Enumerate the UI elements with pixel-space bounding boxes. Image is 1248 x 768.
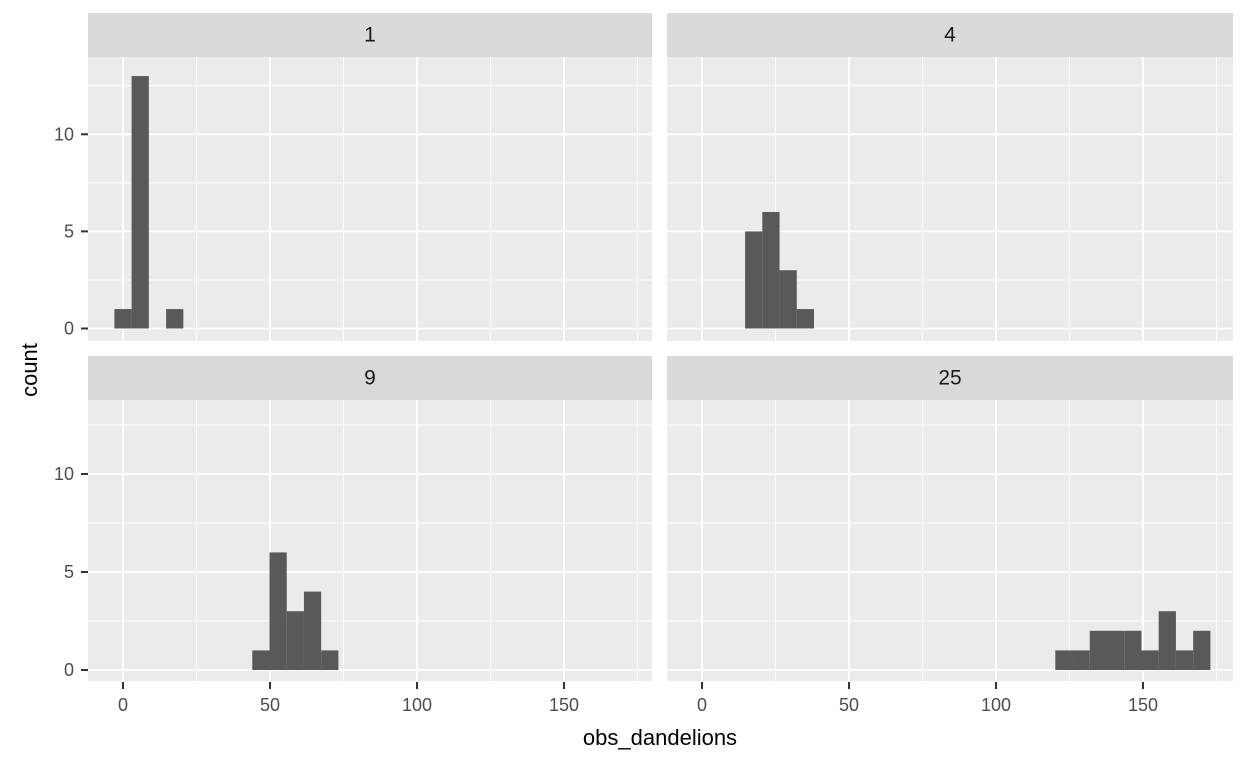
y-tick-label: 0 <box>64 319 74 339</box>
facet-panel-9 <box>88 400 652 681</box>
facet-strip-label: 25 <box>938 367 961 390</box>
histogram-bar <box>1072 650 1090 670</box>
y-tick-label: 0 <box>64 660 74 680</box>
x-tick-label: 150 <box>549 695 579 715</box>
histogram-bar <box>1158 611 1176 670</box>
facet-strip-label: 4 <box>944 24 956 47</box>
histogram-bar <box>303 591 322 670</box>
histogram-bar <box>762 211 780 329</box>
histogram-bar <box>1055 650 1073 670</box>
x-tick-label: 50 <box>839 695 859 715</box>
facet-panel-25 <box>667 400 1233 681</box>
histogram-bar <box>114 309 132 329</box>
histogram-bar <box>1141 650 1159 670</box>
facet-strip-1 <box>88 13 652 57</box>
histogram-bar <box>1107 630 1125 670</box>
x-tick-label: 0 <box>697 695 707 715</box>
histogram-bar <box>321 650 339 670</box>
histogram-bar <box>1175 650 1194 670</box>
facet-strip-9 <box>88 356 652 400</box>
x-tick-label: 0 <box>118 695 128 715</box>
facet-strip-label: 9 <box>364 367 376 390</box>
facet-panel-1 <box>88 57 652 341</box>
histogram-bar <box>796 309 815 329</box>
histogram-bar <box>252 650 270 670</box>
x-tick-label: 50 <box>260 695 280 715</box>
histogram-bar <box>745 231 763 329</box>
histogram-bar <box>269 552 287 670</box>
histogram-bar <box>1193 630 1211 670</box>
histogram-bar <box>166 309 184 329</box>
y-tick-label: 10 <box>54 464 74 484</box>
y-tick-label: 5 <box>64 221 74 241</box>
x-tick-label: 150 <box>1128 695 1158 715</box>
facet-strip-4 <box>667 13 1233 57</box>
facet-strip-25 <box>667 356 1233 400</box>
y-tick-label: 5 <box>64 562 74 582</box>
y-tick-label: 10 <box>54 124 74 144</box>
histogram-bar <box>1124 630 1142 670</box>
histogram-bar <box>286 611 304 670</box>
histogram-bar <box>1089 630 1108 670</box>
x-tick-label: 100 <box>402 695 432 715</box>
facet-strip-label: 1 <box>364 24 376 47</box>
histogram-bar <box>131 76 149 329</box>
x-tick-label: 100 <box>981 695 1011 715</box>
histogram-bar <box>779 270 797 329</box>
